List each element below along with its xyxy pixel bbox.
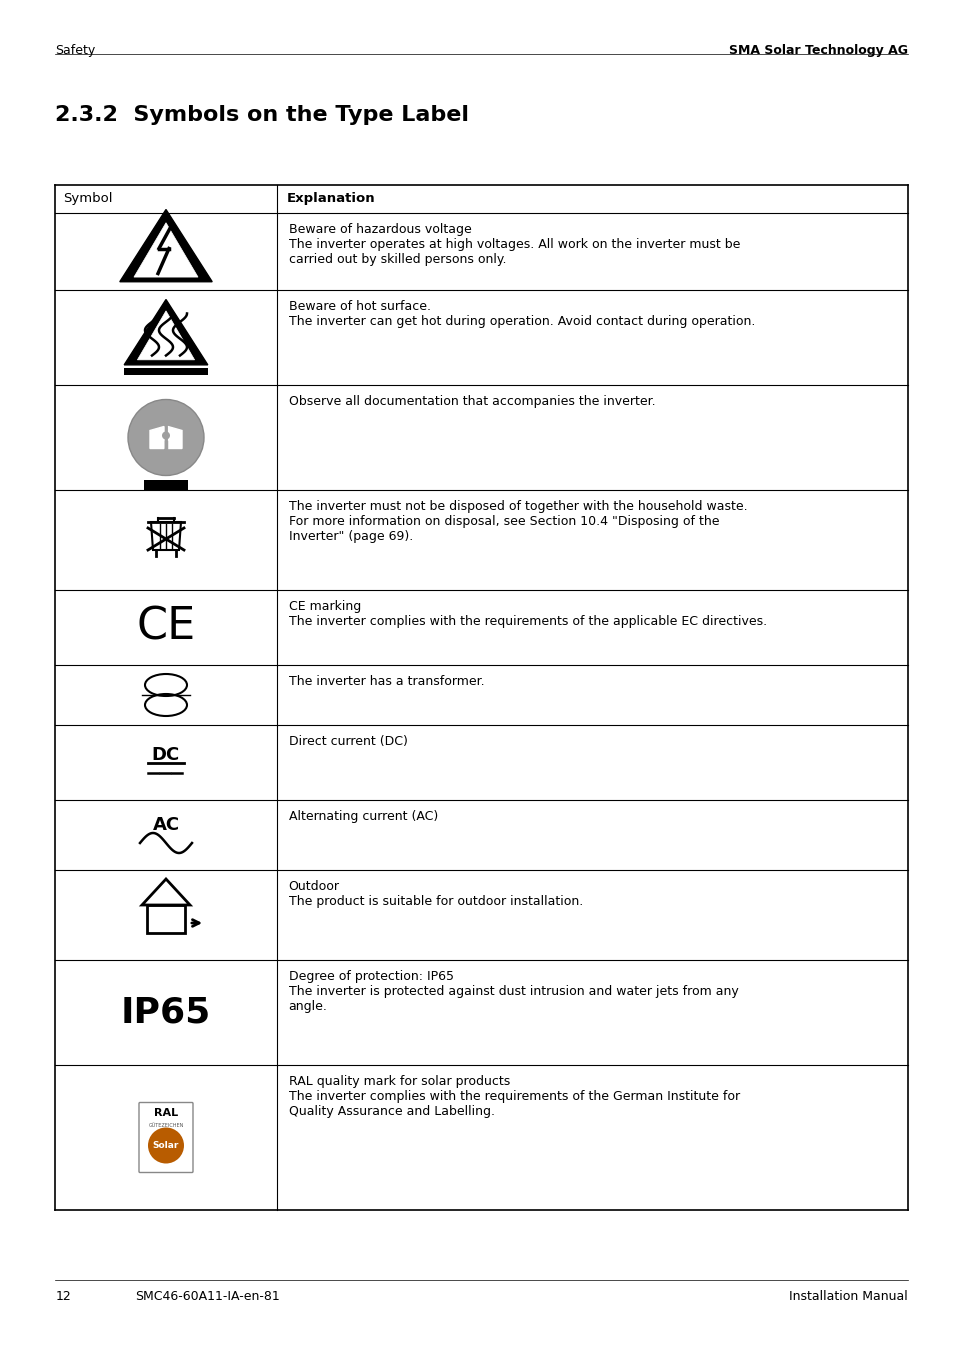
Text: Alternating current (AC): Alternating current (AC) <box>289 810 437 823</box>
Text: 2.3.2  Symbols on the Type Label: 2.3.2 Symbols on the Type Label <box>55 105 469 124</box>
Polygon shape <box>168 426 182 449</box>
Text: Degree of protection: IP65: Degree of protection: IP65 <box>289 969 454 983</box>
FancyBboxPatch shape <box>139 1102 193 1172</box>
Text: CE: CE <box>136 606 195 649</box>
Text: Symbol: Symbol <box>63 192 112 206</box>
Text: The inverter is protected against dust intrusion and water jets from any: The inverter is protected against dust i… <box>289 986 738 998</box>
Text: For more information on disposal, see Section 10.4 "Disposing of the: For more information on disposal, see Se… <box>289 515 719 529</box>
Bar <box>141 1105 191 1121</box>
Text: The product is suitable for outdoor installation.: The product is suitable for outdoor inst… <box>289 895 582 909</box>
Text: Installation Manual: Installation Manual <box>789 1290 907 1303</box>
Text: The inverter operates at high voltages. All work on the inverter must be: The inverter operates at high voltages. … <box>289 238 740 251</box>
Text: angle.: angle. <box>289 1000 327 1013</box>
Text: Explanation: Explanation <box>286 192 375 206</box>
Text: GÜTEZEICHEN: GÜTEZEICHEN <box>148 1124 184 1128</box>
Text: CE marking: CE marking <box>289 600 360 612</box>
Text: Direct current (DC): Direct current (DC) <box>289 735 407 748</box>
Text: The inverter must not be disposed of together with the household waste.: The inverter must not be disposed of tog… <box>289 500 746 512</box>
Text: RAL: RAL <box>153 1109 178 1118</box>
Polygon shape <box>137 311 194 360</box>
Text: SMA Solar Technology AG: SMA Solar Technology AG <box>728 45 907 57</box>
Text: IP65: IP65 <box>121 995 211 1029</box>
Text: The inverter can get hot during operation. Avoid contact during operation.: The inverter can get hot during operatio… <box>289 315 754 329</box>
Circle shape <box>148 1128 184 1164</box>
Text: DC: DC <box>152 745 180 764</box>
Bar <box>144 480 188 489</box>
Text: Beware of hazardous voltage: Beware of hazardous voltage <box>289 223 471 237</box>
Circle shape <box>128 399 204 476</box>
Bar <box>147 904 185 933</box>
Text: Quality Assurance and Labelling.: Quality Assurance and Labelling. <box>289 1105 495 1118</box>
Text: Observe all documentation that accompanies the inverter.: Observe all documentation that accompani… <box>289 395 655 408</box>
Polygon shape <box>120 210 212 281</box>
Text: carried out by skilled persons only.: carried out by skilled persons only. <box>289 253 506 266</box>
Text: 12: 12 <box>55 1290 71 1303</box>
Text: Inverter" (page 69).: Inverter" (page 69). <box>289 530 413 544</box>
Text: SMC46-60A11-IA-en-81: SMC46-60A11-IA-en-81 <box>135 1290 280 1303</box>
Text: The inverter complies with the requirements of the German Institute for: The inverter complies with the requireme… <box>289 1090 739 1103</box>
Polygon shape <box>124 300 208 365</box>
Text: Safety: Safety <box>55 45 95 57</box>
Text: RAL quality mark for solar products: RAL quality mark for solar products <box>289 1075 509 1088</box>
Text: AC: AC <box>152 817 179 834</box>
Text: The inverter has a transformer.: The inverter has a transformer. <box>289 675 484 688</box>
Text: Outdoor: Outdoor <box>289 880 339 894</box>
Text: The inverter complies with the requirements of the applicable EC directives.: The inverter complies with the requireme… <box>289 615 766 627</box>
Circle shape <box>162 431 170 439</box>
Text: Solar: Solar <box>152 1141 179 1151</box>
Bar <box>124 368 208 375</box>
Polygon shape <box>150 426 164 449</box>
Polygon shape <box>133 223 198 277</box>
Text: Beware of hot surface.: Beware of hot surface. <box>289 300 430 314</box>
